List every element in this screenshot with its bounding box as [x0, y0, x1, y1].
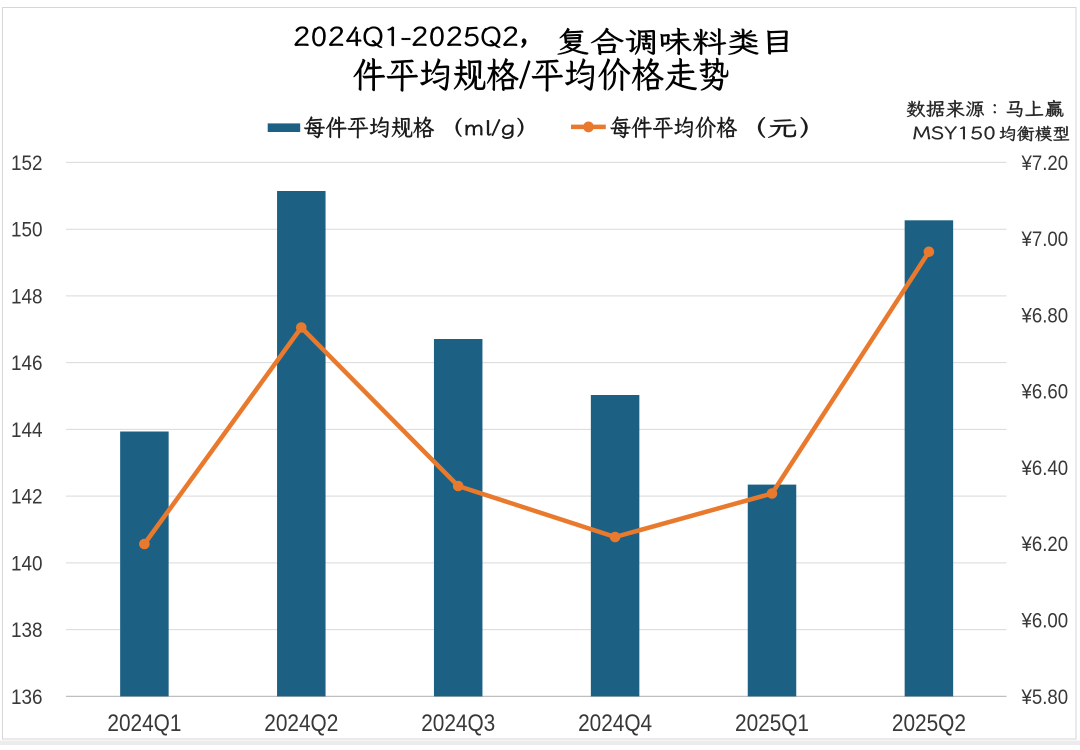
- svg-text:152: 152: [11, 151, 43, 175]
- svg-text:2025Q1: 2025Q1: [735, 710, 809, 737]
- svg-text:2024Q3: 2024Q3: [421, 710, 495, 737]
- svg-text:¥7.00: ¥7.00: [1021, 228, 1068, 251]
- svg-text:2024Q4: 2024Q4: [578, 710, 652, 737]
- svg-text:¥6.60: ¥6.60: [1021, 381, 1068, 404]
- svg-text:2024Q2: 2024Q2: [264, 710, 338, 737]
- svg-text:148: 148: [11, 284, 43, 308]
- svg-text:140: 140: [11, 551, 43, 575]
- svg-text:146: 146: [11, 351, 43, 375]
- svg-text:138: 138: [11, 618, 43, 642]
- svg-text:142: 142: [11, 485, 43, 509]
- svg-text:¥7.20: ¥7.20: [1021, 152, 1068, 175]
- svg-text:¥6.20: ¥6.20: [1021, 533, 1068, 556]
- svg-text:¥5.80: ¥5.80: [1021, 686, 1068, 709]
- svg-text:¥6.80: ¥6.80: [1021, 304, 1068, 327]
- svg-text:136: 136: [11, 685, 43, 709]
- svg-text:2024Q1: 2024Q1: [107, 710, 181, 737]
- svg-text:144: 144: [11, 418, 43, 442]
- svg-text:¥6.00: ¥6.00: [1021, 610, 1068, 633]
- svg-text:¥6.40: ¥6.40: [1021, 457, 1068, 480]
- svg-text:2025Q2: 2025Q2: [892, 710, 966, 737]
- svg-text:150: 150: [11, 218, 43, 242]
